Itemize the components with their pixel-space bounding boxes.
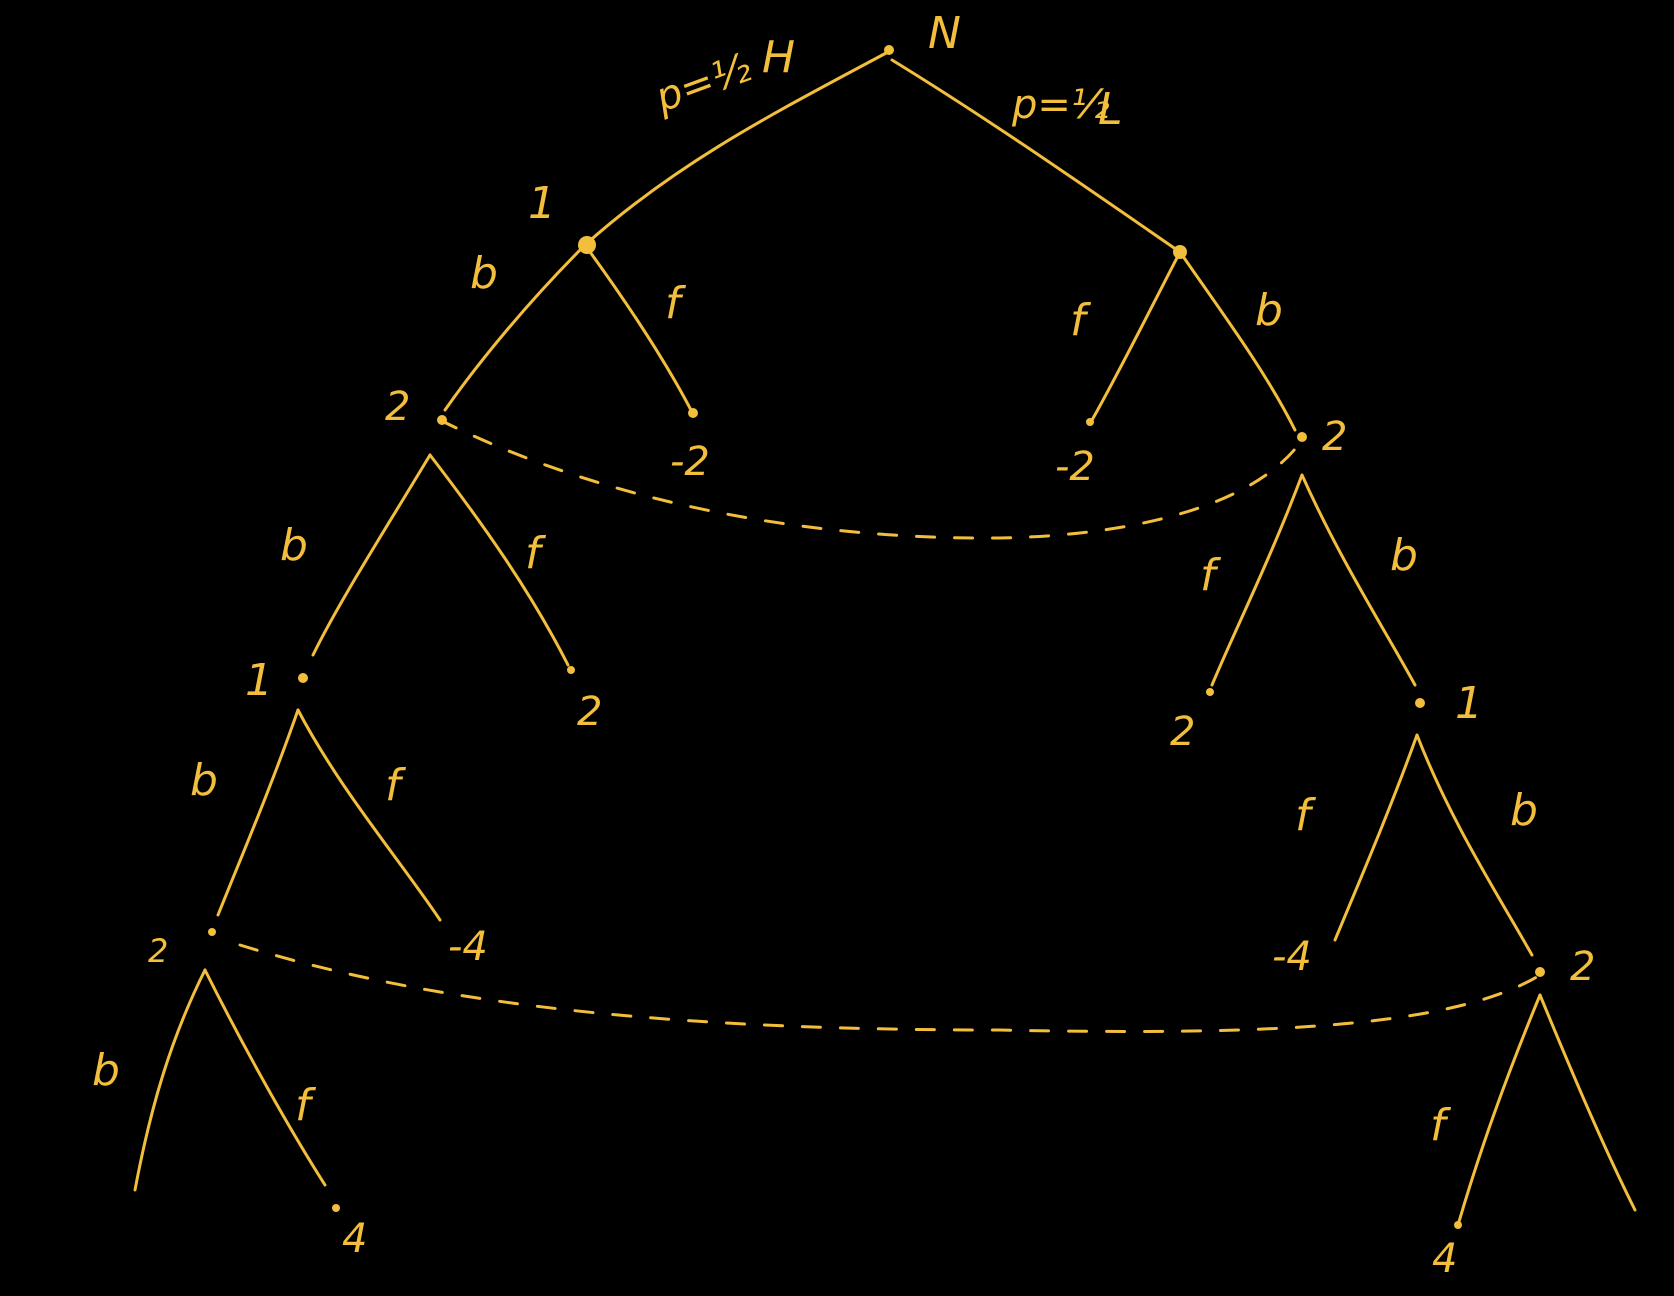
edge-h-p1-bet (443, 243, 587, 412)
edge-h-p2-fold (428, 453, 570, 667)
nature-branch-low: L (1098, 84, 1123, 135)
l-p1b-fold-label: f (1295, 790, 1317, 841)
edge-l-p2b-bet (1538, 993, 1637, 1212)
l-p2-node (1297, 432, 1307, 442)
nature-prob-low: p=½ (1011, 82, 1110, 128)
h-p1-fold-payoff: -2 (670, 439, 710, 485)
edge-l-p2-fold (1210, 473, 1304, 687)
l-p2-player-label: 2 (1322, 414, 1347, 460)
edge-l-p2-bet (1300, 473, 1417, 687)
h-p2b-bet-label: b (92, 1045, 120, 1096)
h-p2-fold-label: f (525, 528, 547, 579)
h-p1b-fold-payoff: -4 (448, 924, 488, 970)
h-p1b-bet-label: b (190, 755, 218, 806)
l-p2b-fold-label: f (1430, 1100, 1452, 1151)
l-p1b-bet-label: b (1510, 785, 1538, 836)
h-p1-fold-terminal (688, 408, 698, 418)
l-p2-fold-terminal (1206, 688, 1214, 696)
nature-branch-high: H (762, 32, 795, 83)
edge-nature-low (890, 58, 1182, 254)
h-p2-fold-terminal (567, 666, 575, 674)
edge-nature-high (583, 50, 890, 247)
edge-h-p2b-bet (133, 968, 207, 1192)
tree-labels: N p=½ H p=½ L 1 2 2 1 1 2 2 b f f b b f … (92, 8, 1595, 1282)
edge-l-p1b-bet (1415, 733, 1534, 957)
h-p2b-fold-label: f (295, 1080, 317, 1131)
l-p1-fold-terminal (1086, 418, 1094, 426)
h-p2b-node (208, 928, 216, 936)
h-p2-player-label: 2 (385, 384, 410, 430)
tree-edges (133, 50, 1637, 1227)
edge-h-p2-bet (311, 453, 432, 657)
h-p2-node (437, 415, 447, 425)
l-p2b-fold-terminal (1454, 1221, 1462, 1229)
h-p2-bet-label: b (280, 520, 308, 571)
h-p1b-node (298, 673, 308, 683)
tree-nodes (208, 45, 1545, 1229)
info-set-p2-first (438, 418, 1304, 540)
l-p2-fold-payoff: 2 (1170, 709, 1195, 755)
nature-prob-high: p=½ (649, 45, 758, 122)
edge-l-p1b-fold (1333, 733, 1419, 942)
edge-l-p1-fold (1090, 250, 1182, 422)
l-p1b-player-label: 1 (1455, 678, 1483, 729)
l-p1-bet-label: b (1255, 285, 1283, 336)
l-p1b-node (1415, 698, 1425, 708)
h-p1-player-label: 1 (528, 178, 556, 229)
h-p2b-player-label: 2 (148, 932, 168, 970)
edge-h-p2b-fold (203, 968, 327, 1187)
edge-l-p1-bet (1178, 250, 1297, 432)
edge-h-p1-fold (583, 243, 694, 414)
h-p1b-player-label: 1 (245, 655, 273, 706)
nature-node (884, 45, 894, 55)
h-p2b-fold-payoff: 4 (342, 1216, 367, 1262)
h-p2-fold-payoff: 2 (577, 689, 602, 735)
h-p1b-fold-label: f (385, 760, 407, 811)
l-p2b-node (1535, 967, 1545, 977)
l-p1-node (1173, 245, 1187, 259)
l-p2-fold-label: f (1200, 550, 1222, 601)
information-sets (238, 418, 1542, 1033)
l-p1b-fold-payoff: -4 (1272, 934, 1312, 980)
h-p1-bet-label: b (470, 248, 498, 299)
h-p1-node (578, 236, 596, 254)
l-p2-bet-label: b (1390, 530, 1418, 581)
nature-label: N (928, 8, 961, 59)
h-p2b-fold-terminal (332, 1204, 340, 1212)
info-set-p2-second (238, 943, 1542, 1033)
edge-h-p1b-bet (216, 708, 300, 917)
l-p1-fold-payoff: -2 (1055, 444, 1095, 490)
l-p2b-fold-payoff: 4 (1432, 1236, 1457, 1282)
l-p1-fold-label: f (1070, 295, 1092, 346)
edge-h-p1b-fold (296, 708, 442, 922)
l-p2b-player-label: 2 (1570, 944, 1595, 990)
edge-l-p2b-fold (1456, 993, 1542, 1227)
h-p1-fold-label: f (665, 278, 687, 329)
